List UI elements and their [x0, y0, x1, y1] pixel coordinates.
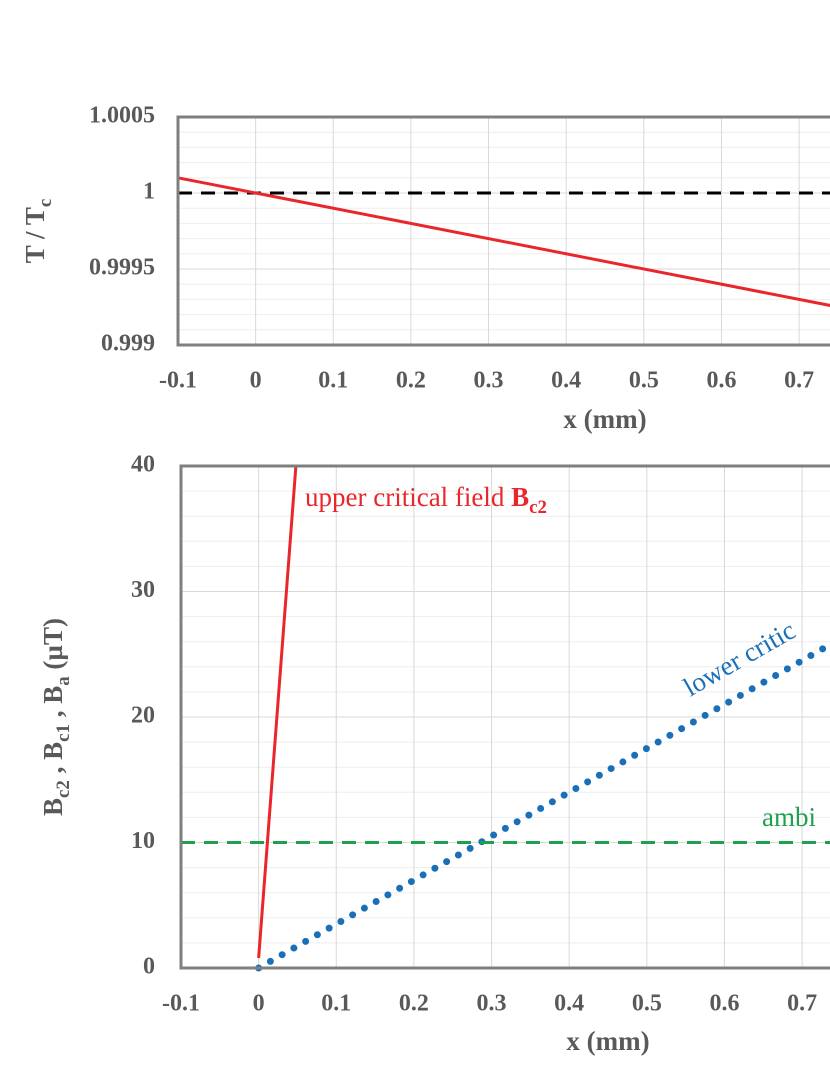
y-axis-label: Bc2 , Bc1 , Ba (µT) [38, 618, 74, 816]
text-part: T / T [20, 207, 50, 263]
plot-frame [179, 464, 830, 970]
chart-panel: 0 10 20 30 40 -0.1 0 0.1 0.2 0.3 0.4 0.5 0.6 0.7 Bc2 ,… [38, 452, 830, 1056]
y-tick-label: 1.0005 [89, 103, 155, 129]
text-part: , B [38, 686, 68, 724]
y-tick-label: 20 [131, 703, 155, 729]
data-line [257, 465, 298, 959]
text-part: x (mm) [563, 404, 646, 434]
x-tick-label: 0.4 [551, 368, 581, 394]
text-part: B [38, 798, 68, 816]
x-tick-label: 0.3 [477, 991, 507, 1017]
x-tick-label: 0 [253, 991, 265, 1017]
x-tick-label: 0.2 [399, 991, 429, 1017]
text-part: lower critic [678, 615, 800, 702]
y-tick-label: 0 [143, 954, 155, 980]
text-part: c1 [53, 724, 74, 742]
y-tick-label: 1 [143, 179, 155, 205]
annotation: lower critic [678, 615, 800, 702]
plot-frame [176, 115, 830, 347]
x-tick-label: 0.6 [706, 368, 736, 394]
x-tick-label: 0.1 [318, 368, 348, 394]
x-tick-label: 0.3 [474, 368, 504, 394]
x-tick-label: -0.1 [162, 991, 200, 1017]
annotation: ambi [762, 802, 816, 832]
x-tick-label: 0.6 [709, 991, 739, 1017]
y-tick-label: 40 [131, 452, 155, 478]
data-line [177, 176, 830, 307]
x-tick-label: 0.1 [321, 991, 351, 1017]
text-part: B [511, 482, 529, 512]
y-tick-label: 10 [131, 828, 155, 854]
y-tick-label: 0.999 [101, 331, 155, 357]
x-tick-label: 0.2 [396, 368, 426, 394]
text-part: (µT) [38, 618, 68, 676]
x-tick-label: 0.5 [632, 991, 662, 1017]
y-tick-label: 30 [131, 577, 155, 603]
text-part: a [53, 676, 74, 686]
y-tick-label: 0.9995 [89, 255, 155, 281]
x-tick-label: 0 [250, 368, 262, 394]
text-part: c2 [53, 780, 74, 798]
x-tick-label: 0.4 [554, 991, 584, 1017]
x-tick-label: 0.5 [629, 368, 659, 394]
chart-panel: 0.999 0.9995 1 1.0005 -0.1 0 0.1 0.2 0.3 0.4 0.5 0.… [20, 103, 830, 434]
text-part: , B [38, 742, 68, 780]
x-axis-label: x (mm) [566, 1026, 649, 1056]
text-part: ambi [762, 802, 816, 832]
y-axis-label: T / Tc [20, 199, 56, 263]
x-tick-label: 0.7 [787, 991, 817, 1017]
x-tick-label: 0.7 [784, 368, 814, 394]
text-part: upper critical field [305, 482, 511, 512]
text-part: c [35, 199, 56, 207]
text-part: x (mm) [566, 1026, 649, 1056]
x-axis-label: x (mm) [563, 404, 646, 434]
text-part: c2 [529, 497, 547, 518]
annotation: upper critical field Bc2 [305, 482, 547, 518]
data-line [255, 640, 830, 972]
x-tick-label: -0.1 [159, 368, 197, 394]
